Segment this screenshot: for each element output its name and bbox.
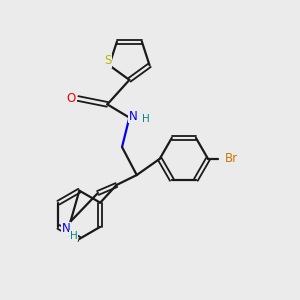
Text: O: O — [67, 92, 76, 105]
Text: H: H — [142, 114, 149, 124]
Text: H: H — [70, 231, 77, 241]
Text: N: N — [62, 222, 70, 236]
Text: N: N — [128, 110, 137, 123]
Text: Br: Br — [224, 152, 238, 165]
Text: S: S — [104, 54, 111, 68]
